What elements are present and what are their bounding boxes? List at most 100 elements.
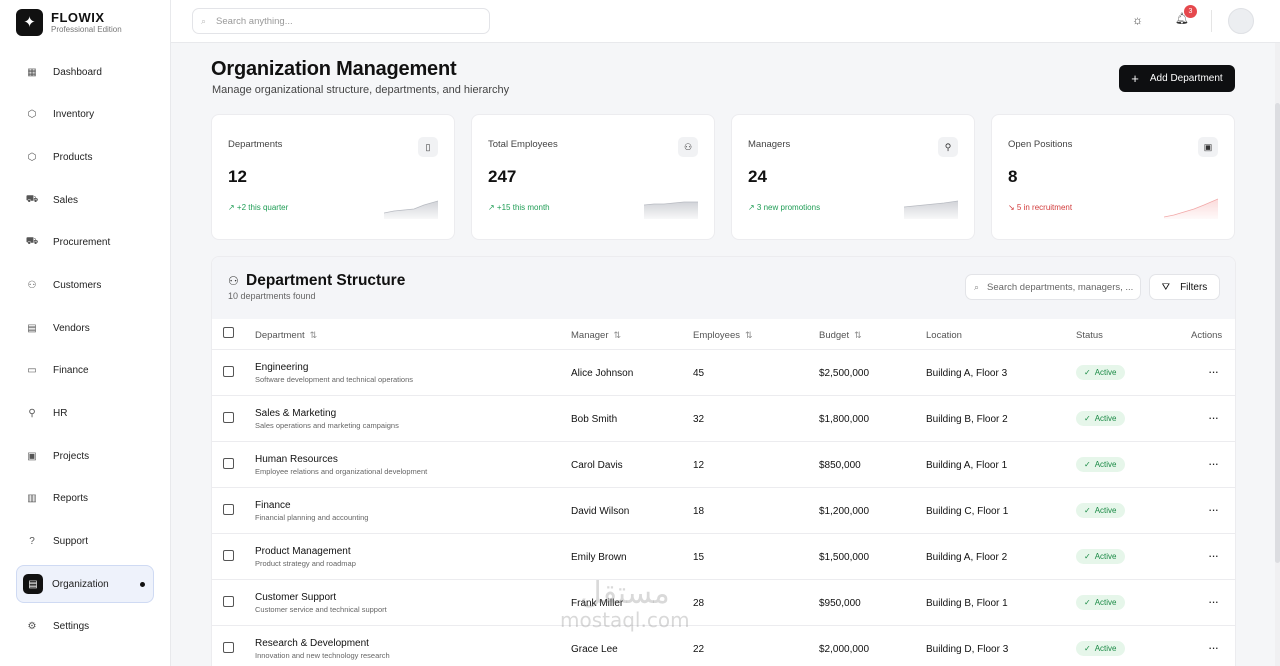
row-checkbox[interactable] [223,366,234,377]
department-description: Financial planning and accounting [255,513,369,522]
sidebar-item-support[interactable]: ? Support [16,523,154,561]
check-icon: ✓ [1084,414,1091,423]
stat-value: 8 [1008,167,1018,186]
sidebar-item-label: Procurement [53,237,111,249]
budget-cell: $950,000 [819,598,861,609]
row-checkbox[interactable] [223,412,234,423]
table-row[interactable]: Finance Financial planning and accounting… [212,488,1235,534]
budget-cell: $2,500,000 [819,368,870,379]
budget-cell: $2,000,000 [819,644,870,655]
sidebar-item-products[interactable]: ⬡ Products [16,138,154,176]
department-table-card: ⚇ Department Structure 10 departments fo… [211,256,1236,666]
status-label: Active [1094,460,1117,469]
sidebar-item-customers[interactable]: ⚇ Customers [16,266,154,304]
sidebar-item-reports[interactable]: ▥ Reports [16,480,154,518]
search-placeholder: Search anything... [216,15,293,27]
col-department-label: Department [255,330,305,341]
sidebar-item-sales[interactable]: ⛟ Sales [16,181,154,219]
sidebar-item-label: Organization [52,578,109,590]
stat-value: 247 [488,167,517,186]
location-cell: Building C, Floor 1 [926,506,1009,517]
theme-toggle-sun-icon[interactable]: ☼ [1132,13,1143,27]
budget-cell: $1,800,000 [819,414,870,425]
row-checkbox[interactable] [223,596,234,607]
sidebar-item-label: Projects [53,450,90,462]
more-actions-icon[interactable]: ··· [1208,456,1219,471]
col-manager[interactable]: Manager ⇅ [571,330,621,341]
col-employees[interactable]: Employees ⇅ [693,330,753,341]
department-search-input[interactable]: ⌕ Search departments, managers, ... [965,274,1141,300]
table-row[interactable]: Sales & Marketing Sales operations and ma… [212,396,1235,442]
check-icon: ✓ [1084,644,1091,653]
row-checkbox[interactable] [223,504,234,515]
brand-edition: Professional Edition [51,24,122,34]
status-label: Active [1094,644,1117,653]
stat-card-total-employees: Total Employees ⚇ 247 ↗ +15 this month [471,114,715,240]
sidebar: ✦ FLOWIX Professional Edition ▦ Dashboard… [0,0,171,666]
sort-icon: ⇅ [854,330,862,340]
users-icon: ⚇ [27,279,37,291]
more-actions-icon[interactable]: ··· [1208,364,1219,379]
more-actions-icon[interactable]: ··· [1208,640,1219,655]
add-department-label: Add Department [1149,73,1223,84]
department-description: Customer service and technical support [255,605,387,614]
sidebar-item-projects[interactable]: ▣ Projects [16,437,154,475]
status-badge: ✓ Active [1076,503,1125,518]
stat-trend: ↗ +2 this quarter [228,203,289,212]
dashboard-icon: ▦ [27,66,37,78]
filters-button[interactable]: ⛛ Filters [1149,274,1220,300]
stat-value: 24 [748,167,767,186]
col-department[interactable]: Department ⇅ [255,330,317,341]
table-row[interactable]: Human Resources Employee relations and or… [212,442,1235,488]
stat-trend: ↗ +15 this month [488,203,550,212]
sidebar-nav: ▦ Dashboard ⬡ Inventory ⬡ Products ⛟ Sales ⛟ Proc… [16,53,154,651]
sidebar-item-settings[interactable]: ⚙ Settings [16,608,154,646]
page-scrollbar[interactable] [1275,43,1280,666]
table-title: Department Structure [246,272,406,289]
row-checkbox[interactable] [223,458,234,469]
table-row[interactable]: Research & Development Innovation and new… [212,626,1235,666]
row-checkbox[interactable] [223,642,234,653]
budget-cell: $850,000 [819,460,861,471]
status-label: Active [1094,506,1117,515]
sidebar-item-vendors[interactable]: ▤ Vendors [16,309,154,347]
col-budget[interactable]: Budget ⇅ [819,330,862,341]
sparkline [644,201,698,219]
add-department-button[interactable]: + Add Department [1119,65,1235,92]
table-row[interactable]: Product Management Product strategy and r… [212,534,1235,580]
location-cell: Building B, Floor 1 [926,598,1008,609]
table-row[interactable]: Customer Support Customer service and tec… [212,580,1235,626]
sidebar-item-finance[interactable]: ▭ Finance [16,352,154,390]
select-all-checkbox[interactable] [223,327,234,338]
sparkline [384,200,438,219]
department-name: Finance [255,500,291,511]
global-search-input[interactable]: ⌕ Search anything... [192,8,490,34]
more-actions-icon[interactable]: ··· [1208,410,1219,425]
sidebar-item-inventory[interactable]: ⬡ Inventory [16,96,154,134]
sidebar-item-dashboard[interactable]: ▦ Dashboard [16,53,154,91]
more-actions-icon[interactable]: ··· [1208,548,1219,563]
status-badge: ✓ Active [1076,411,1125,426]
page-subtitle: Manage organizational structure, departm… [212,84,510,96]
scrollbar-thumb[interactable] [1275,103,1280,563]
sidebar-item-organization[interactable]: ▤ Organization [16,565,154,604]
more-actions-icon[interactable]: ··· [1208,502,1219,517]
brand[interactable]: ✦ FLOWIX Professional Edition [0,0,170,44]
more-actions-icon[interactable]: ··· [1208,594,1219,609]
search-icon: ⌕ [974,281,980,292]
status-badge: ✓ Active [1076,457,1125,472]
status-badge: ✓ Active [1076,365,1125,380]
sidebar-item-hr[interactable]: ⚲ HR [16,395,154,433]
notification-badge: 3 [1184,5,1197,18]
sidebar-item-procurement[interactable]: ⛟ Procurement [16,224,154,262]
table-row[interactable]: Engineering Software development and tech… [212,350,1235,396]
manager-cell: Alice Johnson [571,368,634,379]
building-icon: ▤ [23,574,43,595]
avatar[interactable] [1228,8,1254,34]
col-manager-label: Manager [571,330,609,341]
check-icon: ✓ [1084,598,1091,607]
manager-cell: David Wilson [571,506,630,517]
sidebar-item-label: Reports [53,493,89,505]
package-icon: ⬡ [27,151,37,163]
row-checkbox[interactable] [223,550,234,561]
